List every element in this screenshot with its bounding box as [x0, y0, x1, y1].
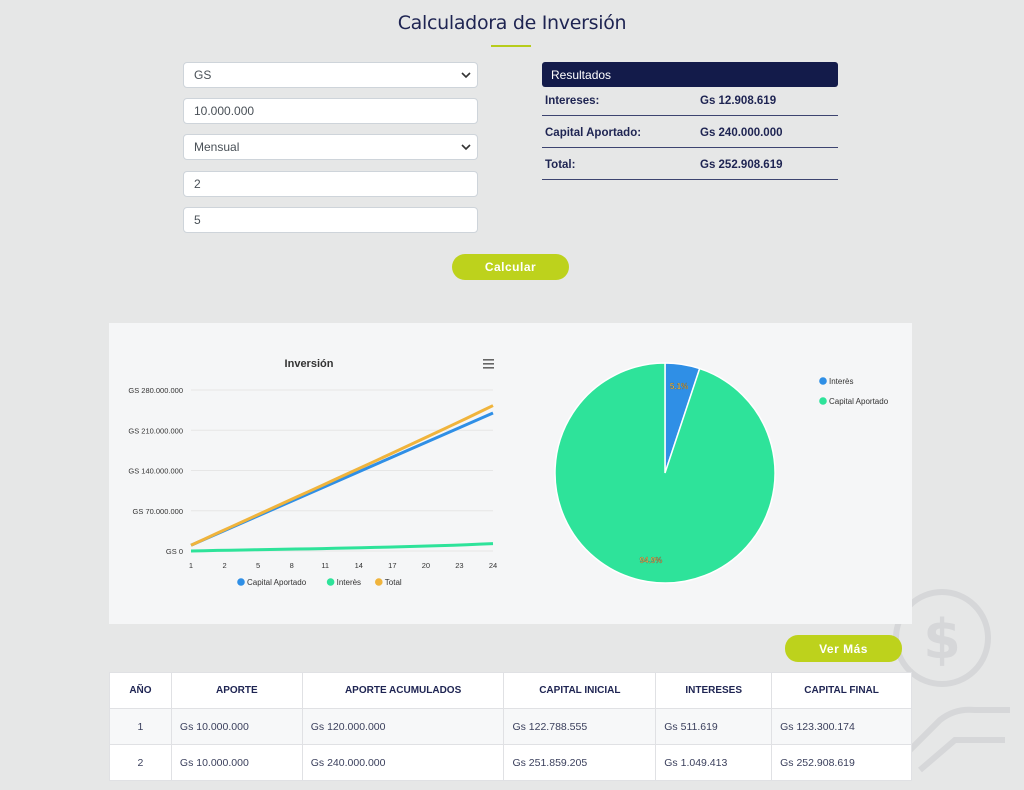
- column-header: CAPITAL INICIAL: [503, 672, 657, 709]
- currency-select[interactable]: GS: [183, 62, 478, 88]
- legend-marker: [326, 578, 335, 586]
- legend-label: Capital Aportado: [829, 397, 889, 406]
- x-tick-label: 2: [222, 561, 226, 570]
- chart-title: Inversión: [285, 358, 334, 370]
- result-row-capital: Capital Aportado: Gs 240.000.000: [542, 116, 838, 148]
- table-cell: Gs 240.000.000: [301, 744, 505, 781]
- column-header: APORTE: [170, 672, 303, 709]
- pie-chart: 5.1% 94.9% Interès Capital Aportado: [554, 362, 889, 584]
- y-tick-label: GS 140.000.000: [128, 467, 183, 476]
- pie-data-label: 94.9%: [640, 556, 663, 565]
- ver-mas-button[interactable]: Ver Más: [785, 635, 902, 662]
- chart-panel: Inversión GS 0 GS 70.000.000 GS 140.000.00…: [109, 323, 912, 624]
- column-header: APORTE ACUMULADOS: [301, 672, 505, 709]
- y-tick-label: GS 70.000.000: [133, 507, 183, 516]
- y-tick-label: GS 210.000.000: [128, 426, 183, 435]
- x-tick-label: 5: [256, 561, 260, 570]
- frequency-select[interactable]: Mensual: [183, 134, 478, 160]
- rate-input-value: 5: [194, 213, 201, 227]
- x-tick-label: 20: [422, 561, 430, 570]
- result-value: Gs 12.908.619: [700, 95, 777, 107]
- x-tick-label: 23: [455, 561, 463, 570]
- series-line: [190, 404, 494, 547]
- legend-marker: [375, 578, 383, 586]
- menu-icon[interactable]: [483, 359, 494, 369]
- pie-data-label: 5.1%: [670, 382, 688, 391]
- column-header: CAPITAL FINAL: [771, 672, 912, 709]
- table-cell: 1: [109, 708, 172, 745]
- pie-slice: [554, 362, 776, 584]
- table-cell: Gs 252.908.619: [771, 744, 912, 781]
- x-tick-label: 17: [388, 561, 396, 570]
- column-header: AÑO: [109, 672, 172, 709]
- legend-marker: [237, 578, 245, 586]
- x-tick-label: 8: [290, 561, 294, 570]
- table-cell: Gs 123.300.174: [771, 708, 912, 745]
- x-tick-label: 24: [489, 561, 497, 570]
- legend-label: Interès: [337, 578, 361, 587]
- table-cell: Gs 10.000.000: [170, 744, 303, 781]
- y-tick-label: GS 280.000.000: [128, 386, 183, 395]
- legend-label: Interès: [829, 377, 853, 386]
- page-title: Calculadora de Inversión: [397, 12, 627, 34]
- table-cell: Gs 511.619: [655, 708, 773, 745]
- legend-label: Capital Aportado: [247, 578, 307, 587]
- result-label: Intereses:: [545, 95, 600, 107]
- years-input[interactable]: 2: [183, 171, 478, 197]
- chevron-down-icon: [461, 144, 471, 151]
- result-label: Total:: [545, 159, 576, 171]
- y-tick-label: GS 0: [166, 547, 183, 556]
- results-table: AÑO APORTE APORTE ACUMULADOS CAPITAL INI…: [109, 672, 912, 781]
- rate-input[interactable]: 5: [183, 207, 478, 233]
- result-value: Gs 252.908.619: [700, 159, 783, 171]
- table-row: 1 Gs 10.000.000 Gs 120.000.000 Gs 122.78…: [109, 708, 912, 745]
- amount-input[interactable]: 10.000.000: [183, 98, 478, 124]
- years-input-value: 2: [194, 177, 201, 191]
- svg-text:$: $: [923, 608, 961, 671]
- legend-marker: [819, 397, 827, 405]
- result-row-intereses: Intereses: Gs 12.908.619: [542, 84, 838, 116]
- frequency-select-value: Mensual: [194, 140, 240, 154]
- table-cell: Gs 122.788.555: [503, 708, 657, 745]
- legend-marker: [819, 377, 827, 385]
- series-line: [190, 542, 494, 553]
- amount-input-value: 10.000.000: [194, 104, 255, 118]
- table-cell: Gs 251.859.205: [503, 744, 657, 781]
- result-value: Gs 240.000.000: [700, 127, 783, 139]
- x-tick-label: 1: [189, 561, 193, 570]
- line-chart: Inversión GS 0 GS 70.000.000 GS 140.000.00…: [128, 358, 497, 587]
- table-row: 2 Gs 10.000.000 Gs 240.000.000 Gs 251.85…: [109, 744, 912, 781]
- calculate-button[interactable]: Calcular: [452, 254, 569, 280]
- table-cell: 2: [109, 744, 172, 781]
- column-header: INTERESES: [655, 672, 773, 709]
- chevron-down-icon: [461, 72, 471, 79]
- table-cell: Gs 10.000.000: [170, 708, 303, 745]
- x-tick-label: 14: [355, 561, 363, 570]
- x-tick-label: 11: [321, 561, 329, 570]
- currency-select-value: GS: [194, 68, 212, 82]
- table-cell: Gs 1.049.413: [655, 744, 773, 781]
- money-hand-icon: $: [893, 589, 1010, 773]
- result-label: Capital Aportado:: [545, 127, 642, 139]
- legend-label: Total: [385, 578, 402, 587]
- title-underline: [491, 45, 531, 47]
- result-row-total: Total: Gs 252.908.619: [542, 148, 838, 180]
- results-header: Resultados: [542, 62, 838, 87]
- table-cell: Gs 120.000.000: [301, 708, 505, 745]
